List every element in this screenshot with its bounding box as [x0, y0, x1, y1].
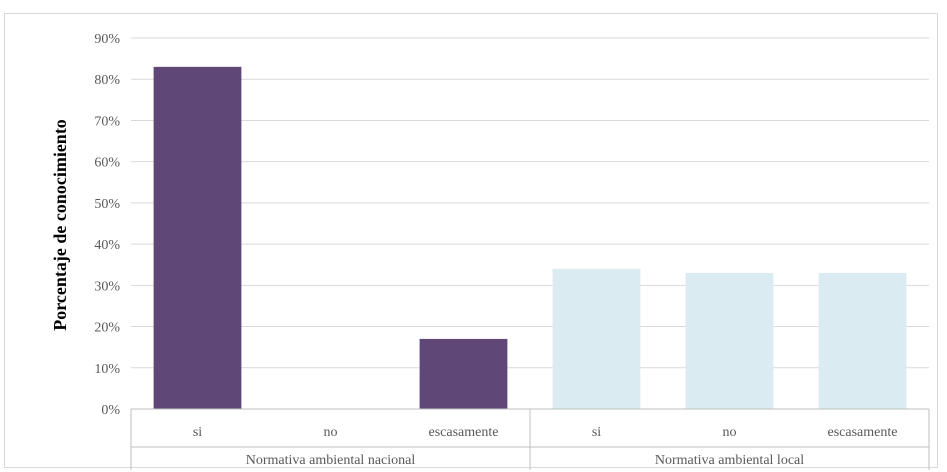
- y-tick-label: 60%: [94, 156, 120, 171]
- x-tick-label: si: [592, 425, 601, 440]
- bar: [419, 338, 508, 409]
- x-tick-label: escasamente: [429, 425, 499, 440]
- y-tick-label: 70%: [94, 114, 120, 129]
- x-tick-label: no: [723, 425, 737, 440]
- x-tick-label: si: [193, 425, 202, 440]
- y-tick-label: 10%: [94, 362, 120, 377]
- y-tick-label: 50%: [94, 197, 120, 212]
- bar: [818, 272, 907, 409]
- y-tick-label: 30%: [94, 279, 120, 294]
- bar: [552, 268, 641, 409]
- group-label: Normativa ambiental nacional: [246, 453, 416, 468]
- x-tick-label: escasamente: [828, 425, 898, 440]
- y-tick-label: 80%: [94, 73, 120, 88]
- y-axis-label: Porcentaje de conocimiento: [50, 119, 70, 331]
- y-tick-label: 20%: [94, 321, 120, 336]
- group-label: Normativa ambiental local: [655, 453, 804, 468]
- y-tick-label: 0%: [101, 403, 120, 418]
- y-tick-label: 90%: [94, 32, 120, 47]
- bar: [153, 66, 242, 409]
- bar: [685, 272, 774, 409]
- x-tick-label: no: [324, 425, 338, 440]
- y-tick-label: 40%: [94, 238, 120, 253]
